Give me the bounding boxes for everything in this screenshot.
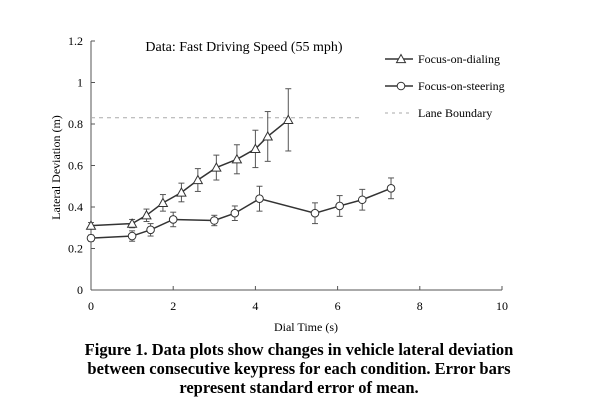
data-point	[176, 186, 187, 197]
y-tick-label: 0.4	[68, 200, 83, 214]
data-point	[282, 114, 294, 124]
data-point	[146, 225, 155, 235]
data-point	[250, 143, 261, 153]
caption-line-2: between consecutive keypress for each co…	[87, 359, 511, 378]
data-point	[230, 208, 240, 218]
line-chart: 0 0.2 0.4 0.6 0.8 1 1.2 0 2 4 6 8 10 Dial Time (s) Lat…	[49, 34, 508, 334]
data-point	[386, 184, 396, 193]
axes	[90, 40, 503, 291]
data-point	[262, 130, 274, 141]
legend-marker	[396, 81, 406, 91]
y-tick-label: 0.6	[68, 159, 83, 173]
x-tick-label: 10	[496, 299, 508, 313]
y-tick-label: 0.8	[68, 117, 83, 131]
data-point	[127, 231, 137, 241]
data-point	[126, 218, 138, 228]
data-point	[141, 209, 152, 220]
data-point	[210, 216, 219, 225]
legend-label: Focus-on-dialing	[418, 52, 500, 66]
data-point	[255, 194, 264, 203]
caption-line-3: represent standard error of mean.	[179, 378, 419, 397]
data-point	[157, 197, 169, 207]
legend: Focus-on-dialing Focus-on-steering Lane Bo…	[385, 52, 505, 120]
figure-caption: Figure 1. Data plots show changes in veh…	[0, 340, 598, 397]
chart-text: 0 0.2 0.4 0.6 0.8 1 1.2 0 2 4 6 8 10 Dial Time (s) Lat…	[49, 34, 508, 334]
data-point	[310, 208, 320, 218]
data-point	[357, 195, 367, 205]
series-focus-on-dialing	[85, 88, 294, 230]
data-point	[192, 174, 204, 185]
data-point	[168, 215, 178, 224]
x-tick-label: 8	[417, 299, 423, 313]
caption-line-1: Figure 1. Data plots show changes in veh…	[84, 340, 514, 359]
series-focus-on-steering	[86, 177, 396, 243]
chart-title: Data: Fast Driving Speed (55 mph)	[145, 40, 342, 55]
legend-label: Lane Boundary	[418, 106, 492, 120]
data-point	[86, 233, 96, 243]
data-point	[211, 162, 222, 172]
legend-label: Focus-on-steering	[418, 79, 505, 93]
y-tick-label: 1.2	[68, 34, 83, 48]
data-point	[335, 201, 344, 211]
x-tick-label: 2	[170, 299, 176, 313]
series-line	[90, 187, 392, 239]
x-tick-label: 0	[88, 299, 94, 313]
y-tick-label: 0.2	[68, 242, 83, 256]
y-tick-label: 1	[77, 76, 83, 90]
x-tick-label: 6	[335, 299, 341, 313]
legend-marker	[395, 53, 407, 64]
series-line	[90, 119, 289, 227]
data-point	[231, 153, 243, 164]
x-tick-label: 4	[252, 299, 258, 313]
y-tick-label: 0	[77, 283, 83, 297]
x-axis-label: Dial Time (s)	[274, 320, 338, 334]
series-layer	[85, 88, 396, 243]
y-axis-label: Lateral Deviation (m)	[49, 115, 63, 220]
data-point	[85, 220, 97, 230]
